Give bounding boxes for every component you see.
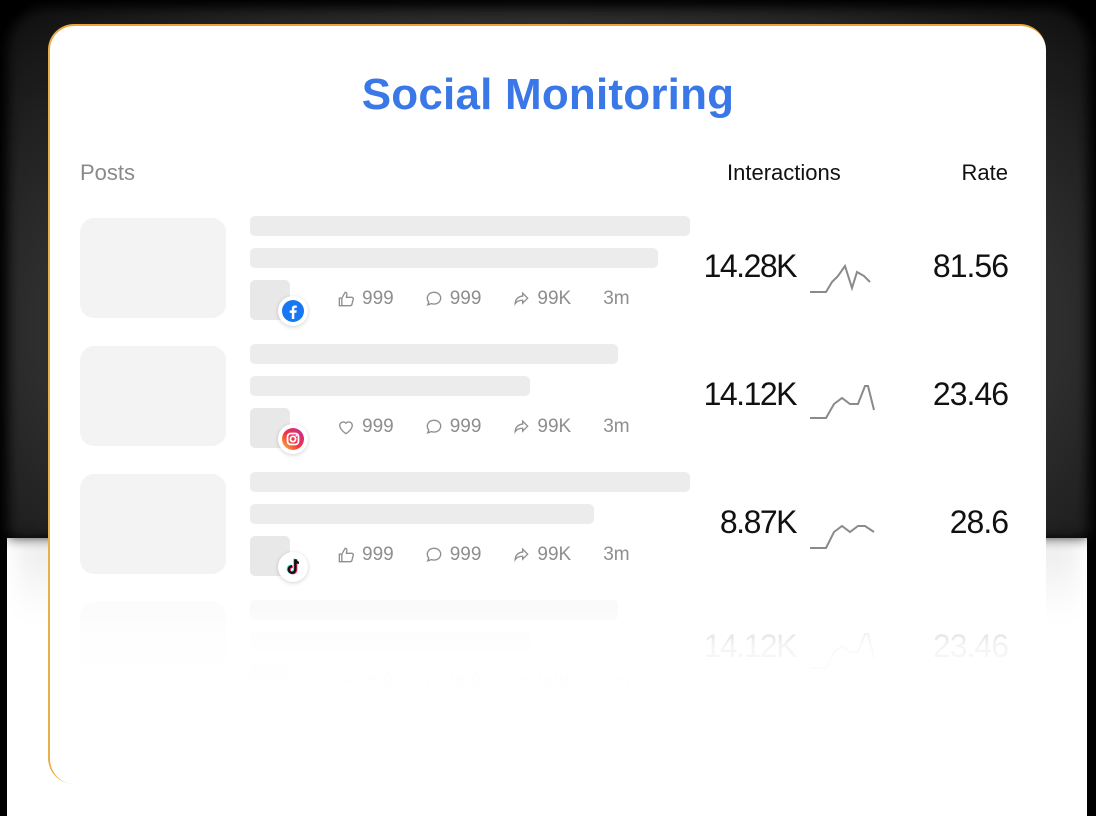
comment-icon — [426, 547, 442, 562]
post-row[interactable]: 999 999 99K 3m 14.28K 81.56 — [50, 216, 1046, 346]
comments-count: 999 — [449, 672, 482, 693]
post-text-skeleton — [250, 376, 530, 396]
shares-count: 99K — [537, 416, 572, 437]
interactions-value: 14.28K — [703, 248, 798, 284]
tiktok-icon — [278, 552, 308, 582]
comment-icon — [426, 419, 442, 434]
post-time: 3m — [603, 672, 630, 693]
sparkline-chart — [810, 263, 871, 293]
sparkline-chart — [810, 385, 875, 419]
column-header-interactions: Interactions — [727, 160, 841, 185]
post-stats: 999 999 99K 3m — [336, 672, 660, 694]
post-time: 3m — [603, 544, 630, 565]
post-thumbnail — [80, 474, 226, 574]
shares-count: 99K — [537, 544, 572, 565]
page-title: Social Monitoring — [361, 70, 735, 119]
likes-count: 999 — [362, 288, 394, 309]
post-text-skeleton — [250, 504, 594, 524]
post-row[interactable]: 999 999 99K 3m 8.87K 28.6 — [50, 472, 1046, 602]
post-row[interactable]: 999 999 99K 3m 14.12K 23.46 — [50, 344, 1046, 474]
post-text-skeleton — [250, 632, 530, 652]
post-title-skeleton — [250, 472, 690, 492]
post-thumbnail — [80, 346, 226, 446]
shares-count: 99K — [537, 672, 572, 693]
comment-icon — [426, 291, 442, 306]
facebook-icon — [278, 296, 308, 326]
interactions-value: 14.12K — [703, 376, 798, 412]
post-text-skeleton — [250, 248, 658, 268]
rate-value: 23.46 — [932, 376, 1009, 412]
comments-count: 999 — [449, 288, 482, 309]
post-row[interactable]: 999 999 99K 3m 14.12K 23.46 — [50, 600, 1046, 730]
column-header-posts: Posts — [80, 160, 136, 185]
rate-value: 28.6 — [949, 504, 1009, 540]
thumbs-up-icon — [338, 547, 354, 563]
post-title-skeleton — [250, 600, 618, 620]
share-icon — [514, 419, 530, 435]
post-thumbnail — [80, 602, 226, 702]
likes-count: 999 — [362, 672, 394, 693]
author-avatar — [250, 664, 290, 704]
shares-count: 99K — [537, 288, 572, 309]
column-header-rate: Rate — [961, 160, 1008, 185]
rate-value: 81.56 — [932, 248, 1009, 284]
post-thumbnail — [80, 218, 226, 318]
comment-icon — [426, 675, 442, 690]
share-icon — [514, 547, 530, 563]
social-monitoring-card: Social Monitoring Posts Interactions Rat… — [48, 24, 1046, 784]
heart-icon — [339, 421, 353, 435]
sparkline-chart — [810, 524, 875, 549]
post-stats: 999 999 99K 3m — [336, 544, 660, 566]
post-title-skeleton — [250, 344, 618, 364]
interactions-value: 14.12K — [703, 628, 798, 664]
post-time: 3m — [603, 416, 630, 437]
rate-value: 23.46 — [932, 628, 1009, 664]
likes-count: 999 — [362, 416, 394, 437]
share-icon — [514, 291, 530, 307]
share-icon — [514, 675, 530, 691]
thumbs-up-icon — [338, 675, 354, 691]
post-stats: 999 999 99K 3m — [336, 288, 660, 310]
post-title-skeleton — [250, 216, 690, 236]
comments-count: 999 — [449, 416, 482, 437]
instagram-icon — [278, 424, 308, 454]
comments-count: 999 — [449, 544, 482, 565]
post-time: 3m — [603, 288, 630, 309]
likes-count: 999 — [362, 544, 394, 565]
interactions-value: 8.87K — [719, 504, 798, 540]
sparkline-chart — [810, 633, 875, 669]
thumbs-up-icon — [338, 291, 354, 307]
post-stats: 999 999 99K 3m — [336, 416, 660, 438]
